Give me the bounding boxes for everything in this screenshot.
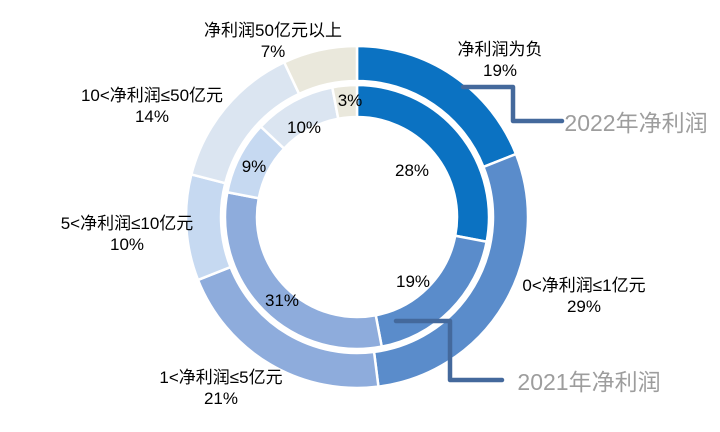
category-name: 0<净利润≤1亿元 — [522, 276, 646, 295]
outer-ring-segment-5 — [282, 44, 359, 96]
category-label-10-50: 10<净利润≤50亿元 14% — [81, 85, 223, 127]
category-label-1-5: 1<净利润≤5亿元 21% — [159, 367, 282, 409]
category-name: 5<净利润≤10亿元 — [60, 214, 194, 233]
inner-percent-0-1: 19% — [395, 272, 431, 291]
category-name: 1<净利润≤5亿元 — [159, 368, 283, 387]
category-label-50-plus: 净利润50亿元以上 7% — [204, 20, 342, 62]
callout-line-2021 — [393, 318, 505, 383]
category-percent: 21% — [203, 389, 239, 408]
category-label-negative: 净利润为负 19% — [458, 39, 543, 81]
callout-line-2022 — [460, 84, 565, 124]
inner-ring-segment-5 — [331, 83, 359, 121]
inner-percent-1-5: 31% — [264, 291, 300, 310]
category-percent: 29% — [566, 297, 602, 316]
category-percent: 19% — [482, 61, 518, 80]
category-label-5-10: 5<净利润≤10亿元 10% — [61, 213, 194, 255]
category-percent: 10% — [109, 235, 145, 254]
inner-percent-5-10: 9% — [241, 157, 267, 176]
series-label-2021: 2021年净利润 — [517, 369, 661, 395]
inner-percent-50-plus: 3% — [337, 91, 363, 110]
category-name: 净利润为负 — [457, 40, 543, 59]
category-label-0-1: 0<净利润≤1亿元 29% — [522, 275, 645, 317]
category-percent: 7% — [260, 42, 286, 61]
inner-percent-negative: 28% — [394, 161, 430, 180]
category-name: 净利润50亿元以上 — [204, 21, 342, 40]
category-name: 10<净利润≤50亿元 — [80, 86, 224, 105]
category-percent: 14% — [134, 107, 170, 126]
series-label-2022: 2022年净利润 — [564, 110, 708, 136]
inner-percent-10-50: 10% — [286, 118, 322, 137]
